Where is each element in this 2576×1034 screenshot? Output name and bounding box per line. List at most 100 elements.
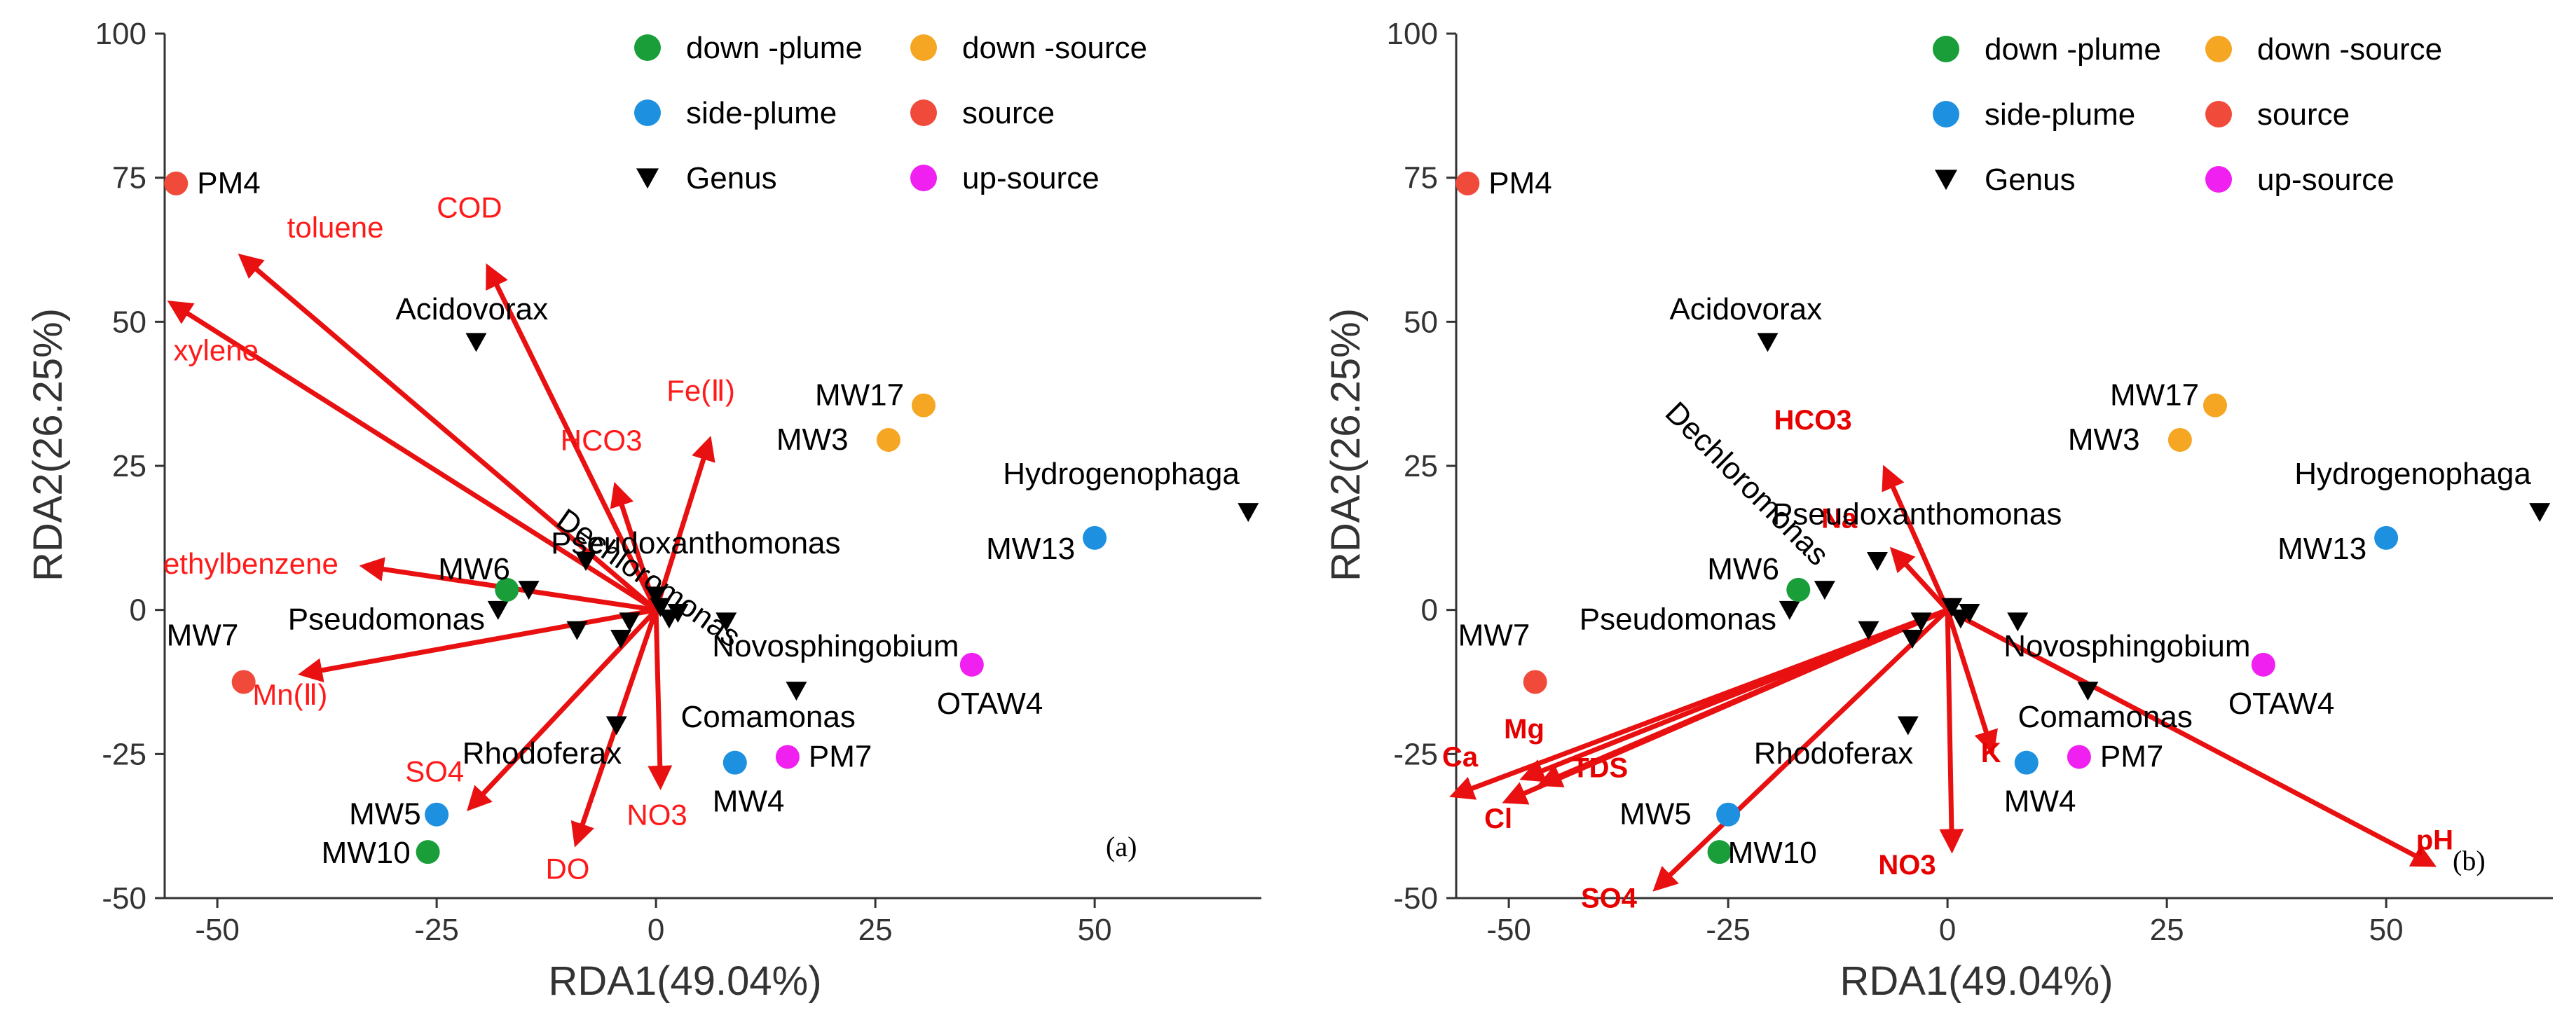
env-arrow-xylene — [167, 301, 657, 612]
site-point-mw5 — [1716, 802, 1741, 827]
genus-marker-novosphingobium — [715, 612, 737, 632]
x-tick-label: 0 — [1939, 913, 1956, 947]
genus-marker-pseudomonas — [1779, 600, 1800, 620]
env-label-mn: Mn(Ⅱ) — [252, 678, 327, 711]
env-arrow-cl — [1502, 607, 1949, 805]
genus-marker-pseudoxanthomonas — [1866, 551, 1888, 571]
x-axis-title: RDA1(49.04%) — [548, 958, 821, 1004]
site-label-mw3: MW3 — [776, 422, 849, 457]
y-tick-label: 25 — [112, 449, 146, 483]
site-point-otaw4 — [959, 652, 984, 677]
panel-tag: (b) — [2453, 845, 2486, 876]
panel-a-chart: -50 -25 0 25 50 -50 -25 0 25 50 75 100 RDA1(49.04%) R… — [25, 17, 1261, 1004]
env-arrow-hco3 — [1882, 464, 1950, 612]
legend-label-down-plume: down -plume — [1985, 32, 2161, 67]
genus-marker — [650, 598, 671, 617]
x-tick-label: -50 — [195, 913, 240, 947]
site-label-mw7: MW7 — [1458, 619, 1530, 653]
env-label-mg: Mg — [1504, 714, 1544, 745]
env-arrow-ph — [1946, 607, 2437, 867]
y-tick-label: 100 — [1387, 17, 1438, 51]
env-arrow-so4 — [1652, 608, 1950, 892]
genus-label-hydrogenophaga: Hydrogenophaga — [2294, 457, 2531, 491]
site-point-mw3 — [2167, 427, 2192, 452]
legend-marker-genus — [1935, 170, 1957, 191]
env-label-na: Na — [1821, 503, 1858, 534]
site-point-mw6 — [495, 577, 519, 602]
env-arrow-no3 — [1939, 609, 1964, 854]
env-arrow-toluene — [238, 254, 658, 612]
env-label-fe: Fe(Ⅱ) — [666, 374, 735, 407]
site-point-mw5 — [425, 802, 449, 827]
x-tick-label: -25 — [1706, 913, 1751, 947]
site-label-mw7: MW7 — [167, 619, 239, 653]
x-tick-label: 25 — [2150, 913, 2184, 947]
legend-label-side-plume: side-plume — [1985, 97, 2135, 132]
legend-marker-side-plume — [1933, 101, 1959, 127]
legend-marker-down-source — [2205, 36, 2232, 62]
site-label-pm4: PM4 — [197, 166, 260, 200]
env-arrow-so4 — [467, 608, 658, 812]
legend-marker-source — [2205, 101, 2232, 127]
env-label-no3: NO3 — [626, 798, 687, 831]
site-point-mw6 — [1786, 577, 1811, 602]
legend-label-side-plume: side-plume — [686, 96, 837, 130]
env-label-hco3: HCO3 — [1774, 405, 1851, 436]
site-point-pm4 — [1455, 171, 1480, 195]
site-label-mw17: MW17 — [815, 378, 904, 413]
y-tick-label: 100 — [95, 17, 146, 51]
site-label-mw6: MW6 — [1707, 552, 1779, 586]
site-point-mw10 — [1707, 840, 1732, 864]
site-label-mw10: MW10 — [322, 836, 411, 870]
genus-label-pseudomonas: Pseudomonas — [288, 602, 485, 637]
genus-marker-hydrogenophaga — [1238, 503, 1259, 523]
x-tick-label: 25 — [858, 913, 893, 947]
env-label-so4: SO4 — [405, 754, 464, 787]
y-tick-label: -50 — [1393, 881, 1438, 916]
genus-marker — [566, 621, 588, 640]
legend-marker-up-source — [910, 165, 937, 191]
genus-marker — [610, 630, 632, 649]
genus-marker-acidovorax — [1757, 333, 1779, 352]
genus-label-rhodoferax: Rhodoferax — [1754, 736, 1913, 771]
x-tick-label: -25 — [414, 913, 459, 947]
x-tick-label: 0 — [648, 913, 664, 947]
y-axis-title: RDA2(26.25%) — [25, 308, 71, 581]
genus-marker-rhodoferax — [1897, 716, 1919, 736]
site-label-pm7: PM7 — [2100, 739, 2163, 773]
env-arrow-k — [1945, 609, 1998, 756]
env-label-cl: Cl — [1484, 804, 1512, 834]
legend-marker-genus — [636, 168, 659, 189]
legend-marker-side-plume — [634, 99, 661, 126]
legend-marker-down-plume — [634, 34, 661, 61]
legend-marker-down-source — [910, 34, 937, 61]
env-arrow-fe — [653, 436, 715, 611]
genus-label-rhodoferax: Rhodoferax — [463, 736, 622, 771]
site-point-mw3 — [876, 427, 900, 452]
x-tick-label: 50 — [1078, 913, 1112, 947]
y-tick-label: -25 — [1393, 737, 1438, 771]
legend-label-genus: Genus — [1985, 163, 2076, 197]
genus-marker — [1959, 604, 1980, 623]
legend-marker-down-plume — [1933, 36, 1959, 62]
genus-label-pseudoxanthomonas: Pseudoxanthomonas — [1772, 497, 2062, 532]
genus-marker-dechloromonas — [1814, 581, 1835, 600]
genus-marker — [1910, 612, 1932, 632]
y-tick-label: 50 — [112, 305, 146, 339]
env-arrow-mn — [297, 607, 657, 683]
y-tick-label: 75 — [1404, 161, 1438, 195]
panel-tag: (a) — [1106, 831, 1137, 862]
genus-label-acidovorax: Acidovorax — [395, 292, 548, 326]
genus-marker-pseudomonas — [487, 600, 509, 620]
genus-label-pseudoxanthomonas: Pseudoxanthomonas — [551, 526, 840, 560]
site-label-mw4: MW4 — [713, 785, 785, 819]
site-label-mw13: MW13 — [986, 532, 1075, 566]
genus-label-acidovorax: Acidovorax — [1669, 292, 1822, 326]
env-label-cod: COD — [437, 191, 502, 223]
env-label-xylene: xylene — [174, 334, 259, 367]
site-point-mw7 — [1523, 670, 1547, 694]
site-point-otaw4 — [2251, 652, 2275, 677]
genus-marker-dechloromonas — [575, 551, 596, 571]
legend-marker-source — [910, 99, 937, 126]
site-label-otaw4: OTAW4 — [2228, 687, 2335, 721]
